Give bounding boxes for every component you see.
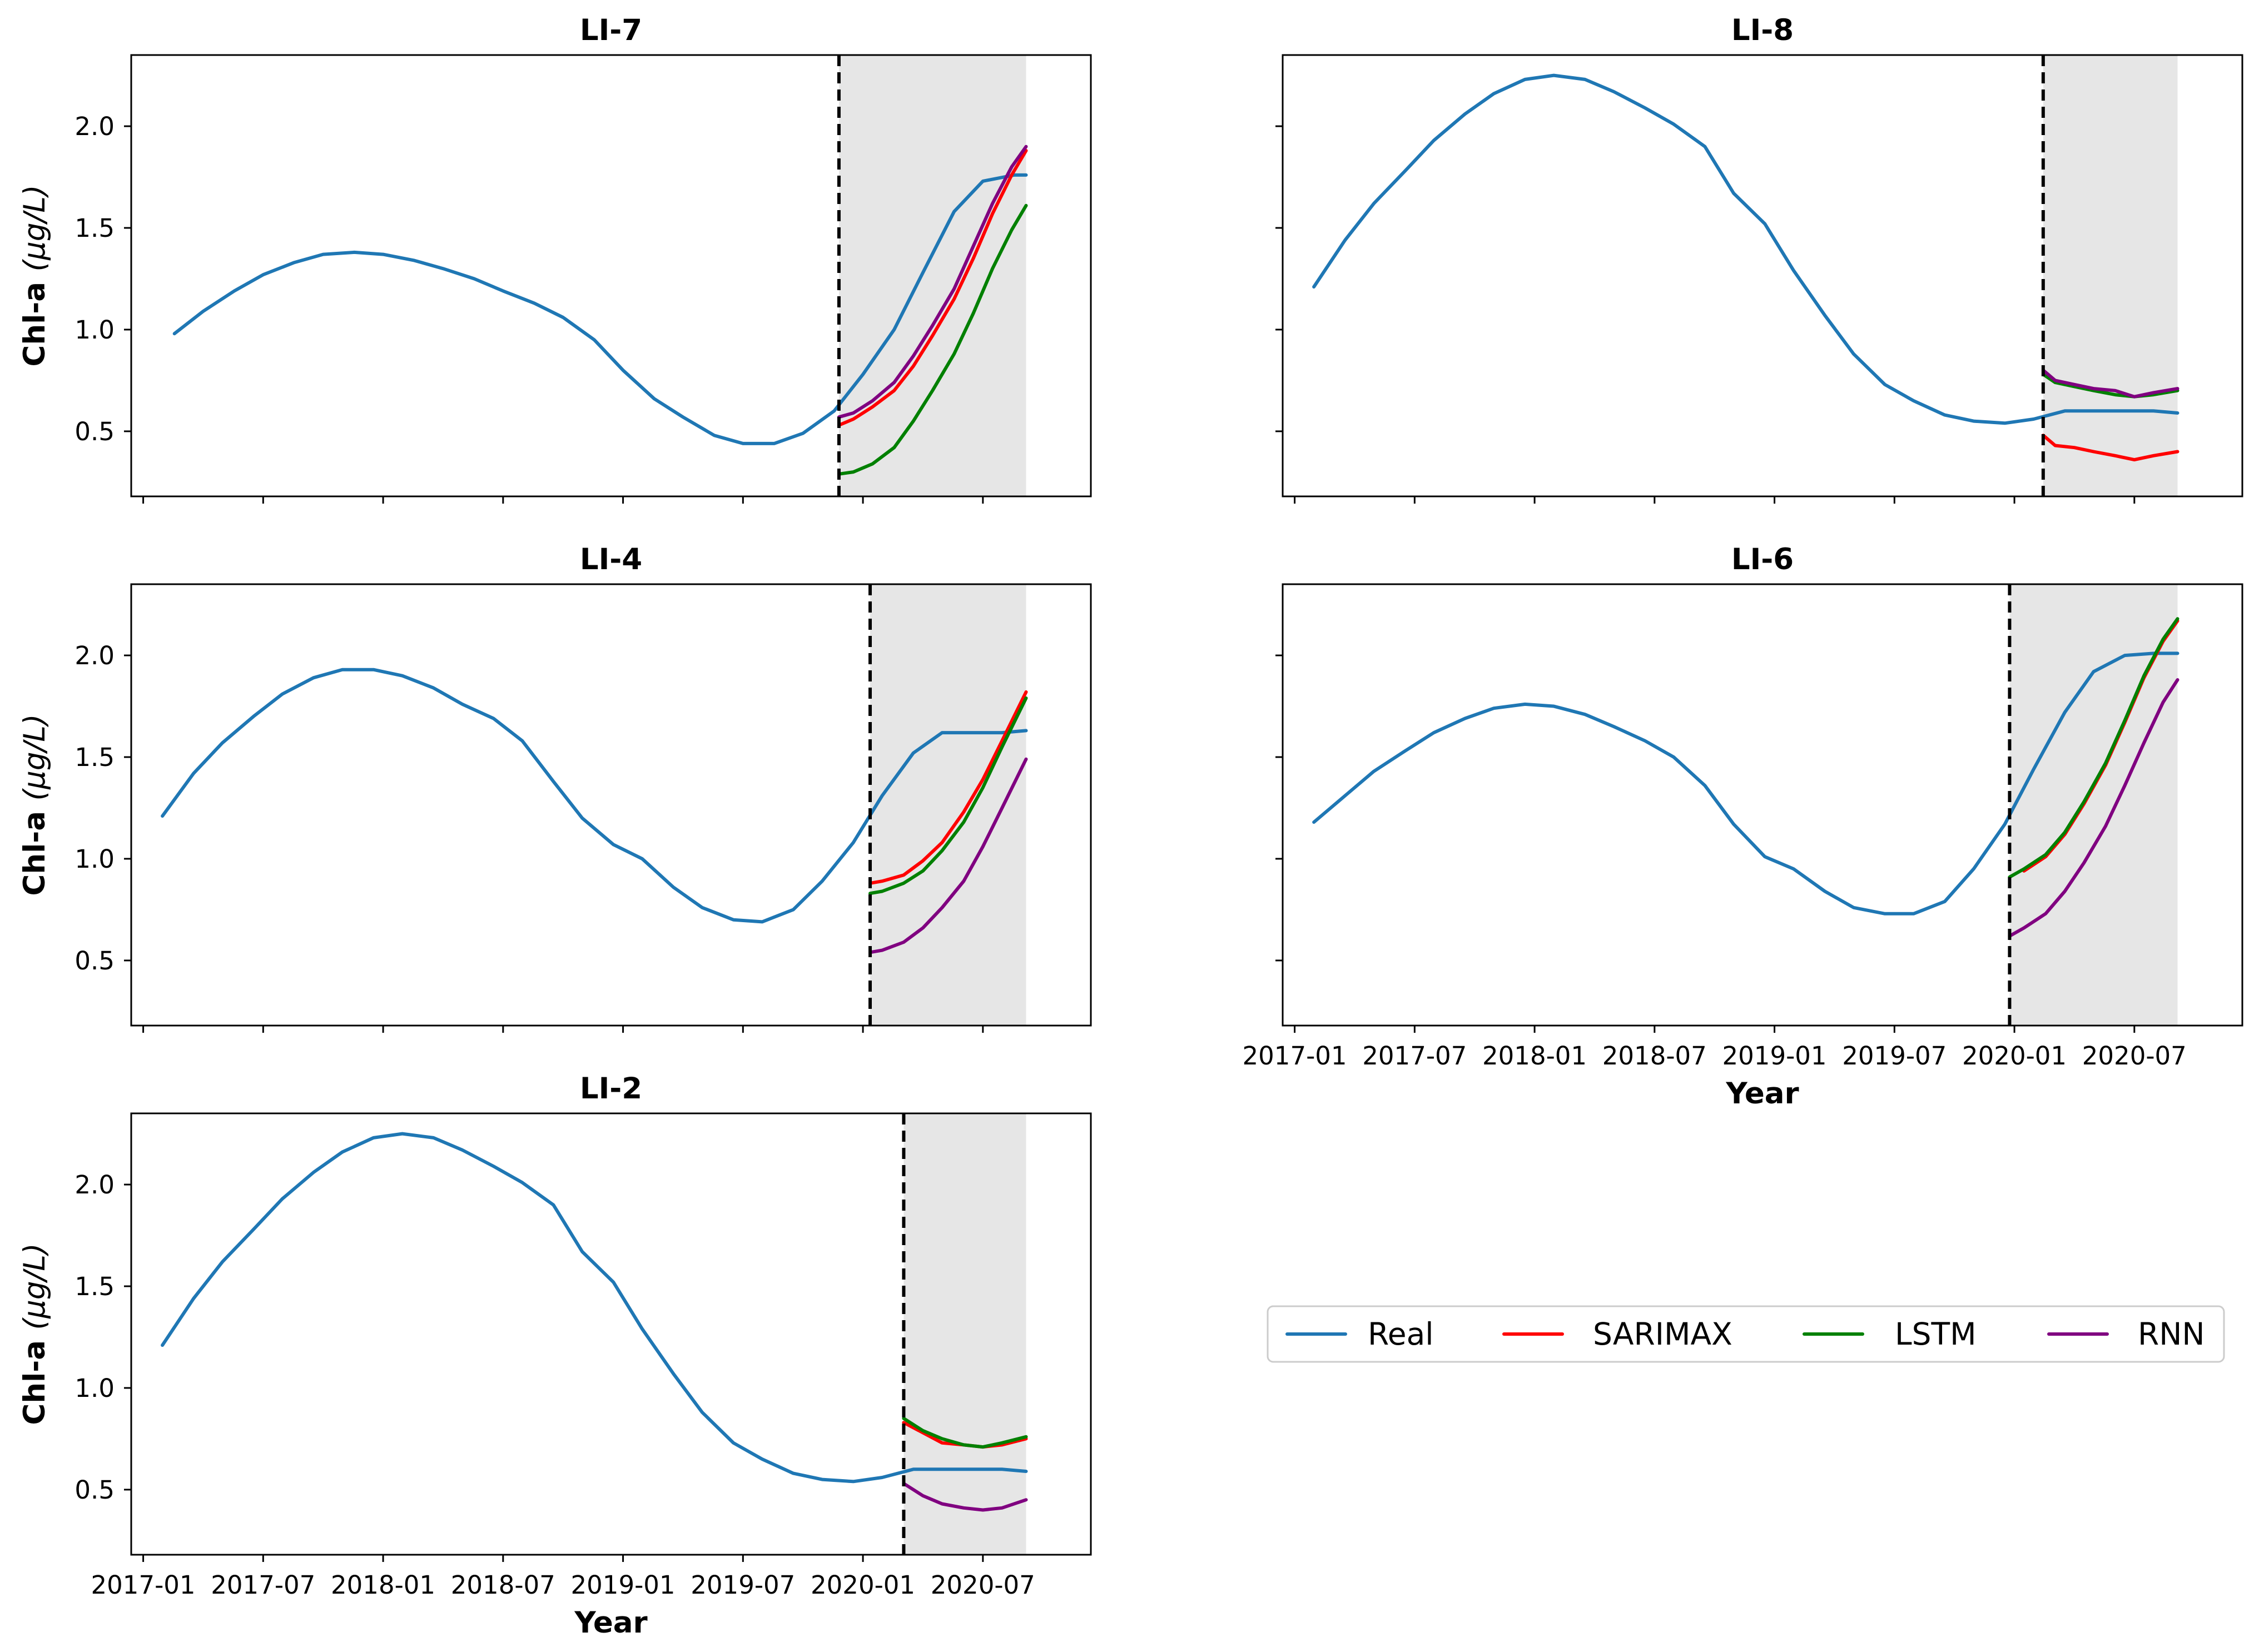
y-axis-label-li-7: Chl-a (μg/L) xyxy=(18,185,52,366)
series-group-li-7 xyxy=(172,145,1028,476)
y-tick-label-li-7-3: 2.0 xyxy=(75,112,115,141)
x-tick-label-li-6-0: 2017-01 xyxy=(1243,1041,1347,1071)
x-tick-label-li-6-6: 2020-01 xyxy=(1962,1041,2067,1071)
series-line-real-li-4 xyxy=(161,668,1028,924)
x-tick-label-li-6-1: 2017-07 xyxy=(1362,1041,1467,1071)
panels-group: 0.5 1.0 1.5 2.0 LI-7 Chl-a (μg/L) LI-8 0.5 1.0 1.… xyxy=(18,13,2243,1640)
y-axis-label-main-li-7: Chl-a xyxy=(18,272,52,367)
forecast-region-li-4 xyxy=(870,584,1026,1026)
series-line-lstm-li-2 xyxy=(902,1416,1028,1449)
legend-label-sarimax: SARIMAX xyxy=(1593,1316,1732,1352)
legend-label-rnn: RNN xyxy=(2138,1316,2205,1352)
y-axis-label-unit-li-4: (μg/L) xyxy=(18,714,52,800)
axes-frame-li-6 xyxy=(1282,583,2243,1027)
axes-frame-li-7 xyxy=(130,54,1092,497)
axes-frame-li-8 xyxy=(1282,54,2243,497)
y-axis-label-unit-li-2: (μg/L) xyxy=(18,1243,52,1330)
series-line-rnn-li-8 xyxy=(2041,369,2179,399)
series-line-real-li-8 xyxy=(1312,73,2179,425)
y-axis-label-main-li-2: Chl-a xyxy=(18,1330,52,1425)
x-axis-label-li-6: Year xyxy=(1725,1077,1799,1111)
x-tick-label-li-2-2: 2018-01 xyxy=(331,1570,435,1600)
panel-title-li-4: LI-4 xyxy=(580,543,642,576)
y-axis-label-unit-li-7: (μg/L) xyxy=(18,185,52,271)
panel-li-4: 0.5 1.0 1.5 2.0 LI-4 Chl-a (μg/L) xyxy=(18,543,1092,1033)
x-tick-label-li-2-6: 2020-01 xyxy=(811,1570,915,1600)
series-line-real-li-7 xyxy=(172,173,1028,445)
axes-frame-li-4 xyxy=(130,583,1092,1027)
y-axis-label-main-li-4: Chl-a xyxy=(18,801,52,896)
panel-li-7: 0.5 1.0 1.5 2.0 LI-7 Chl-a (μg/L) xyxy=(18,13,1092,504)
series-line-rnn-li-2 xyxy=(902,1481,1028,1512)
series-group-li-8 xyxy=(1312,73,2179,462)
panel-title-li-2: LI-2 xyxy=(580,1072,642,1106)
x-tick-label-li-6-2: 2018-01 xyxy=(1482,1041,1587,1071)
y-tick-label-li-4-1: 1.0 xyxy=(75,844,115,874)
legend-label-lstm: LSTM xyxy=(1895,1316,1977,1352)
series-line-sarimax-li-4 xyxy=(868,690,1028,885)
x-axis-label-li-2: Year xyxy=(574,1606,647,1640)
y-tick-label-li-2-2: 1.5 xyxy=(75,1272,115,1301)
panel-title-li-7: LI-7 xyxy=(580,13,642,47)
series-line-rnn-li-6 xyxy=(2008,678,2179,938)
x-tick-label-li-2-5: 2019-07 xyxy=(691,1570,795,1600)
panel-title-li-6: LI-6 xyxy=(1731,543,1794,576)
series-group-li-6 xyxy=(1312,617,2179,938)
y-tick-label-li-7-0: 0.5 xyxy=(75,417,115,446)
series-line-real-li-2 xyxy=(161,1132,1028,1484)
axes-frame-li-2 xyxy=(130,1112,1092,1556)
x-tick-label-li-6-3: 2018-07 xyxy=(1602,1041,1707,1071)
y-tick-label-li-4-2: 1.5 xyxy=(75,743,115,772)
y-axis-label-li-2: Chl-a (μg/L) xyxy=(18,1243,52,1425)
series-line-lstm-li-7 xyxy=(837,203,1028,476)
y-tick-label-li-2-0: 0.5 xyxy=(75,1475,115,1505)
forecast-region-li-6 xyxy=(2009,584,2178,1026)
y-tick-label-li-7-1: 1.0 xyxy=(75,315,115,345)
series-line-sarimax-li-8 xyxy=(2041,434,2179,462)
panel-li-2: 0.5 1.0 1.5 2.0 2017-01 2017-07 2018-01 2018-07… xyxy=(18,1072,1092,1640)
y-tick-label-li-4-0: 0.5 xyxy=(75,946,115,976)
x-tick-label-li-6-5: 2019-07 xyxy=(1842,1041,1947,1071)
y-tick-label-li-2-1: 1.0 xyxy=(75,1374,115,1403)
series-line-lstm-li-4 xyxy=(868,696,1028,895)
series-line-lstm-li-8 xyxy=(2041,372,2179,399)
y-tick-label-li-7-2: 1.5 xyxy=(75,213,115,243)
series-line-sarimax-li-7 xyxy=(837,149,1028,427)
x-tick-label-li-2-7: 2020-07 xyxy=(931,1570,1035,1600)
series-line-rnn-li-4 xyxy=(868,757,1028,954)
series-line-lstm-li-6 xyxy=(2008,617,2179,879)
legend: Real SARIMAX LSTM RNN xyxy=(1267,1305,2225,1363)
legend-frame xyxy=(1267,1305,2225,1363)
y-tick-label-li-2-3: 2.0 xyxy=(75,1170,115,1200)
y-axis-label-li-4: Chl-a (μg/L) xyxy=(18,714,52,895)
panel-li-6: 2017-01 2017-07 2018-01 2018-07 2019-01 2019-… xyxy=(1243,543,2243,1111)
forecast-region-li-8 xyxy=(2043,55,2178,496)
x-tick-label-li-2-4: 2019-01 xyxy=(571,1570,676,1600)
panel-title-li-8: LI-8 xyxy=(1731,13,1794,47)
x-tick-label-li-6-4: 2019-01 xyxy=(1722,1041,1827,1071)
x-tick-label-li-6-7: 2020-07 xyxy=(2082,1041,2187,1071)
panel-li-8: LI-8 xyxy=(1275,13,2243,504)
series-line-rnn-li-7 xyxy=(837,145,1028,419)
forecast-region-li-7 xyxy=(838,55,1026,496)
series-group-li-4 xyxy=(161,668,1028,954)
forecast-region-li-2 xyxy=(903,1113,1026,1555)
x-tick-label-li-2-1: 2017-07 xyxy=(211,1570,315,1600)
x-tick-label-li-2-0: 2017-01 xyxy=(91,1570,196,1600)
series-group-li-2 xyxy=(161,1132,1028,1512)
legend-label-real: Real xyxy=(1368,1316,1434,1352)
y-tick-label-li-4-3: 2.0 xyxy=(75,641,115,670)
x-tick-label-li-2-3: 2018-07 xyxy=(451,1570,555,1600)
series-line-real-li-6 xyxy=(1312,651,2179,915)
